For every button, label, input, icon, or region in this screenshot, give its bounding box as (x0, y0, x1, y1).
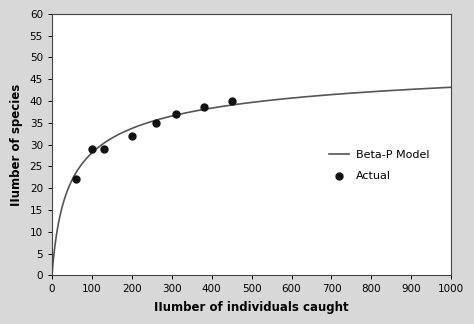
Actual (152, 120, 160, 125)
Y-axis label: IIumber of species: IIumber of species (10, 83, 23, 206)
Actual (100, 146, 108, 151)
X-axis label: IIumber of individuals caught: IIumber of individuals caught (154, 301, 349, 314)
Beta-P Model (364, 90, 369, 94)
Line: Beta-P Model: Beta-P Model (52, 87, 451, 275)
Beta-P Model (49, 273, 55, 277)
Actual (200, 105, 208, 110)
Actual (172, 111, 180, 117)
Beta-P Model (437, 86, 442, 90)
Actual (72, 177, 80, 182)
Legend: Beta-P Model, Actual: Beta-P Model, Actual (325, 145, 434, 185)
Actual (88, 146, 96, 151)
Actual (128, 133, 136, 138)
Actual (228, 98, 236, 103)
Beta-P Model (437, 86, 442, 90)
Beta-P Model (70, 178, 75, 181)
Beta-P Model (233, 103, 238, 107)
Beta-P Model (243, 101, 249, 105)
Beta-P Model (448, 85, 454, 89)
